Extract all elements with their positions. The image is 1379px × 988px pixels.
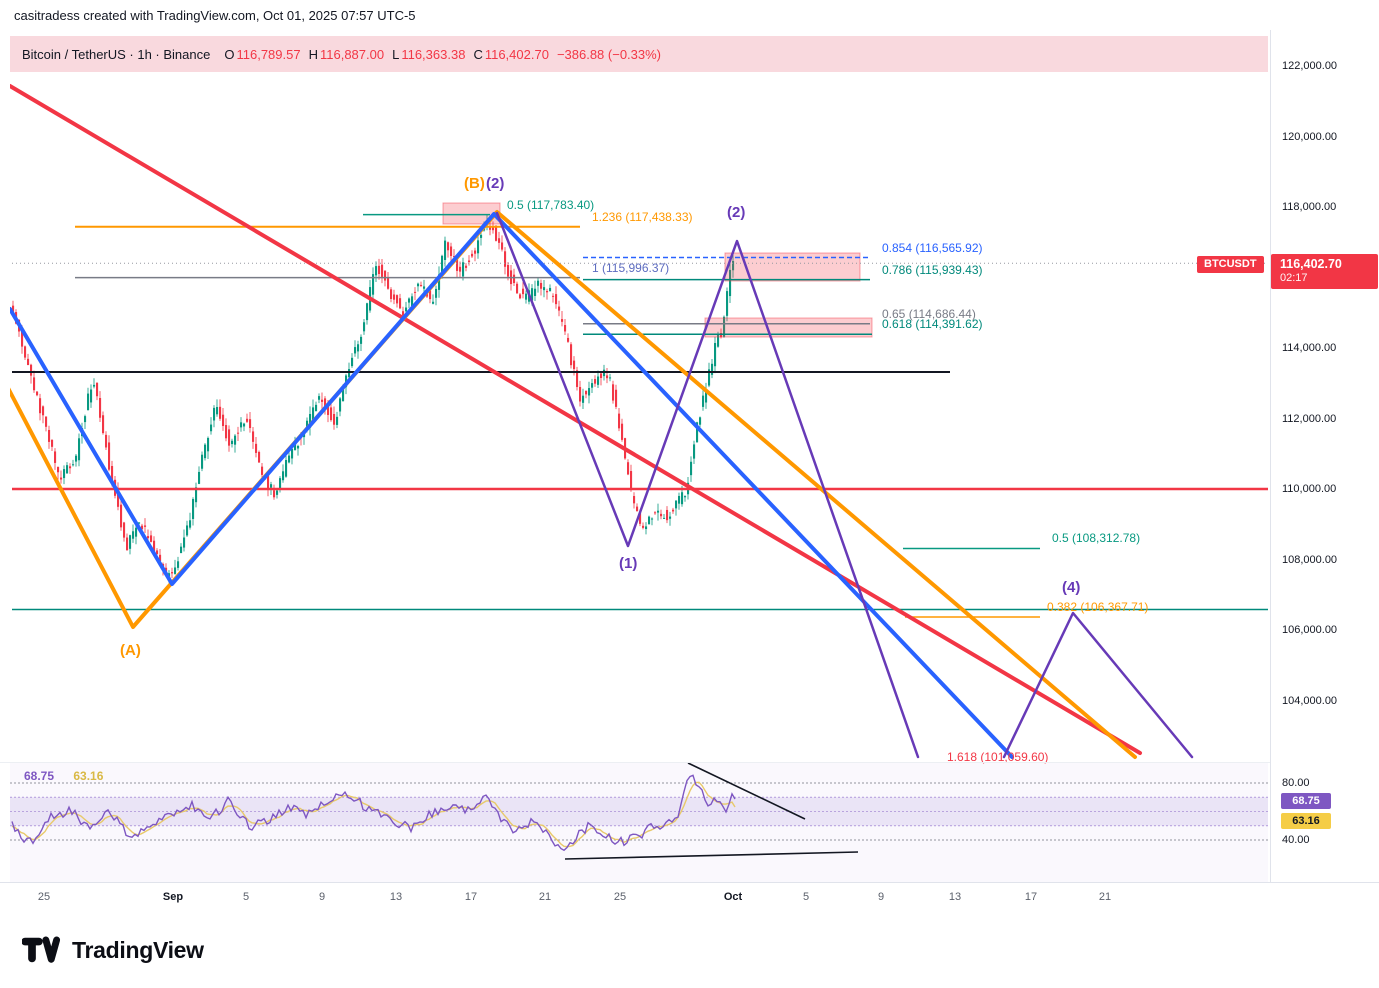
price-tick: 118,000.00 [1282, 201, 1337, 213]
rsi-ma-line [11, 781, 736, 848]
symbol-price-chip[interactable]: BTCUSDT [1197, 256, 1264, 273]
indicator-trendline[interactable] [564, 851, 859, 860]
current-price-value: 116,402.70 [1280, 257, 1342, 271]
main-pane [10, 84, 1268, 759]
ohlc-letter: O [224, 46, 235, 62]
price-tick: 106,000.00 [1282, 624, 1338, 636]
change-value: −386.88 (−0.33%) [556, 46, 662, 62]
rsi-line [11, 774, 736, 852]
trendline-red-descending[interactable] [10, 84, 1142, 755]
indicator-pane [10, 762, 1268, 882]
credit-line: casitradess created with TradingView.com… [14, 8, 416, 23]
ohlc-letter: H [308, 46, 318, 62]
time-label: Oct [723, 891, 743, 903]
indicator-value-badge: 63.16 [1281, 813, 1331, 829]
time-label: 13 [389, 891, 403, 903]
ohlc-letter: L [392, 46, 400, 62]
indicator-value-badge: 68.75 [1281, 793, 1331, 809]
current-price-badge: 116,402.70 02:17 [1271, 254, 1378, 289]
trendline-blue-zigzag[interactable] [10, 212, 1014, 759]
wave-path-purple-1[interactable] [495, 211, 920, 759]
time-axis[interactable]: 25 Sep 5 9 13 17 21 25 Oct 5 9 13 17 21 [0, 882, 1379, 917]
ohlc-value: 116,789.57 [236, 46, 301, 62]
indicator-panel-bg [10, 762, 1268, 882]
indicator-value-signal: 63.16 [73, 769, 104, 783]
time-label: 9 [877, 891, 885, 903]
time-label: 25 [37, 891, 51, 903]
ohlc-value: 116,887.00 [319, 46, 385, 62]
price-tick: 108,000.00 [1282, 553, 1338, 566]
time-label: 21 [538, 891, 552, 903]
time-label: 17 [464, 891, 478, 903]
time-label: 5 [242, 891, 250, 903]
indicator-tick: 40.00 [1282, 834, 1310, 846]
price-tick: 104,000.00 [1282, 694, 1338, 707]
time-label: 21 [1098, 891, 1112, 903]
price-tick: 120,000.00 [1282, 130, 1338, 143]
ohlc-value: 116,363.38 [401, 46, 466, 62]
time-label: 9 [318, 891, 326, 903]
rsi-band [10, 797, 1268, 826]
ohlc-letter: C [473, 46, 483, 62]
time-label: 25 [613, 891, 627, 903]
tradingview-logo-text: TradingView [72, 936, 204, 963]
price-tick: 114,000.00 [1282, 342, 1337, 354]
price-tick: 110,000.00 [1282, 483, 1337, 495]
symbol-info-bar: Bitcoin / TetherUS · 1h · Binance O 116,7… [10, 36, 1268, 72]
time-label: 5 [802, 891, 810, 903]
bar-countdown: 02:17 [1280, 272, 1308, 284]
indicator-trendline[interactable] [687, 762, 806, 820]
wave-path-purple-2[interactable] [1002, 611, 1194, 759]
price-tick: 112,000.00 [1282, 412, 1337, 425]
tradingview-logo[interactable]: TradingView [22, 933, 204, 967]
price-tick: 122,000.00 [1282, 60, 1338, 72]
indicator-value-main: 68.75 [24, 769, 55, 783]
symbol-title[interactable]: Bitcoin / TetherUS · 1h · Binance [22, 46, 211, 62]
indicator-tick: 80.00 [1282, 777, 1310, 789]
indicator-legend: 68.75 63.16 [24, 769, 103, 783]
time-label: 17 [1024, 891, 1038, 903]
price-scale[interactable]: 122,000.00120,000.00118,000.00116,000.00… [1270, 30, 1379, 882]
ohlc-value: 116,402.70 [484, 46, 549, 62]
tradingview-logo-icon [22, 936, 61, 963]
pane-divider[interactable] [0, 762, 1270, 763]
ohlc-values: O 116,789.57 H 116,887.00 L 116,363.38 C 116,40… [216, 47, 549, 62]
time-label: 13 [948, 891, 962, 903]
candlestick-series [12, 214, 735, 583]
time-label: Sep [162, 891, 184, 903]
